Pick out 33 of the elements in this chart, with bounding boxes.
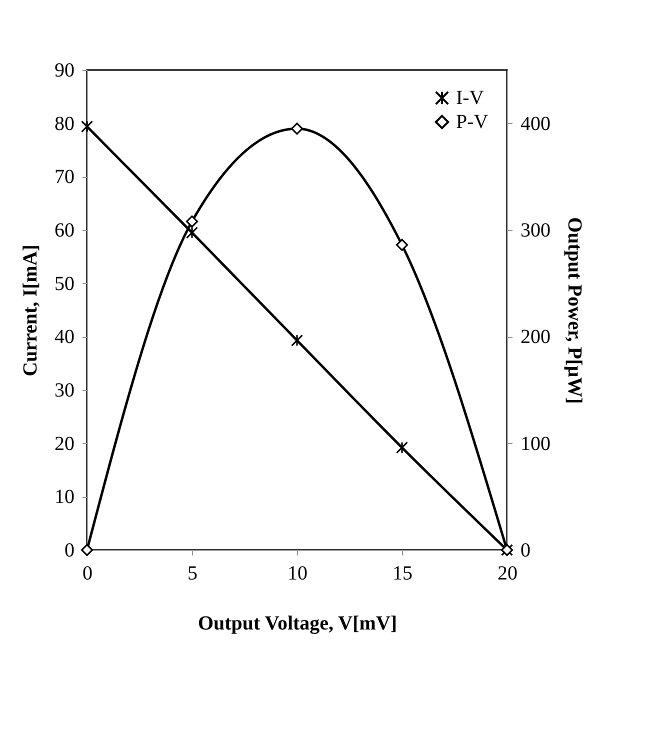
x-axis-title: Output Voltage, V[mV] <box>198 612 398 634</box>
point <box>290 334 304 346</box>
point <box>80 120 94 133</box>
y-tick-label: 90 <box>54 60 74 82</box>
y-tick-label: 40 <box>54 326 74 348</box>
point <box>186 226 198 239</box>
y2-tick-label: 100 <box>520 432 550 455</box>
legend-label: I-V <box>456 87 484 109</box>
x-tick-label: 0 <box>82 562 92 584</box>
y-tick-label: 60 <box>54 220 74 242</box>
point <box>186 215 198 228</box>
y-tick-label: 30 <box>54 380 74 402</box>
x-tick-label: 15 <box>392 562 412 584</box>
x-tick-label: 5 <box>188 562 198 584</box>
y2-tick-label: 400 <box>520 112 550 135</box>
legend-label: P-V <box>456 111 489 133</box>
y-tick-label: 0 <box>64 540 74 562</box>
y-tick-label: 70 <box>54 166 74 188</box>
x-tick-label: 20 <box>498 562 518 584</box>
y-tick-label: 10 <box>54 486 74 508</box>
point <box>80 544 94 556</box>
y-tick-label: 20 <box>54 432 74 455</box>
x-tick-label: 10 <box>288 562 308 584</box>
point <box>396 238 408 251</box>
y-tick-label: 50 <box>54 272 74 295</box>
y-tick-label: 80 <box>54 112 74 135</box>
y2-axis-title: Output Power, P[µW] <box>564 217 586 404</box>
point <box>290 122 304 135</box>
y-axis-title: Current, I[mA] <box>20 244 42 376</box>
y2-tick-label: 300 <box>520 220 550 242</box>
point <box>396 442 408 454</box>
y2-tick-label: 0 <box>520 540 530 562</box>
y2-tick-label: 200 <box>520 326 550 348</box>
